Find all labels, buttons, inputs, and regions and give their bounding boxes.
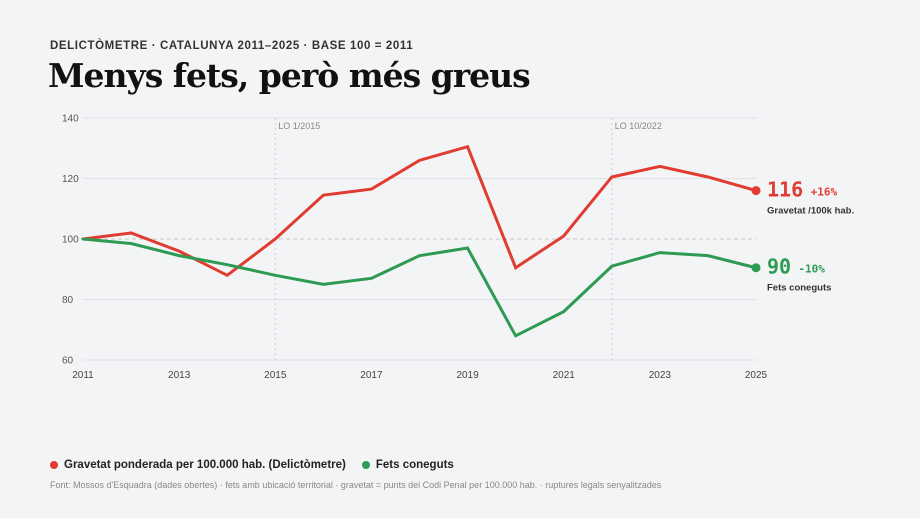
y-tick-label: 100 [62,235,79,246]
legend-label-fets: Fets coneguts [375,459,454,471]
end-change-label: -10% [798,263,825,276]
data-point [514,266,517,269]
legend-dot-red [50,461,58,469]
data-point [562,310,565,313]
data-point [418,254,421,257]
data-point [418,159,421,162]
x-tick-label: 2021 [553,370,576,381]
chart-headline: Menys fets, però més greus [48,56,531,95]
data-point [226,263,229,266]
x-tick-label: 2011 [72,370,94,381]
end-change-label: +16% [811,186,838,199]
data-point [466,145,469,148]
annotation-label: LO 1/2015 [278,121,320,131]
end-series-label: Gravetat /100k hab. [767,206,854,217]
y-tick-label: 80 [62,295,74,306]
data-point [177,254,181,257]
x-tick-label: 2025 [745,370,768,381]
data-point [658,251,662,254]
data-point [129,231,133,235]
end-point [751,186,761,196]
end-labels: 116 +16% Gravetat /100k hab. 90 -10% Fets con… [767,178,854,294]
data-point [274,237,277,241]
data-point [129,242,133,245]
data-point [658,165,662,168]
annotation-label: LO 10/2022 [615,121,662,131]
x-tick-label: 2023 [649,370,672,381]
data-point [322,193,325,197]
legend: Gravetat ponderada per 100.000 hab. (Del… [50,459,454,471]
data-point [177,249,181,253]
data-point [81,237,85,241]
data-point [370,187,373,191]
x-tick-label: 2015 [264,370,287,381]
x-tick-label: 2013 [168,370,191,381]
data-point [466,246,469,250]
legend-dot-green [361,461,370,469]
legend-label-gravetat: Gravetat ponderada per 100.000 hab. (Del… [64,459,346,471]
end-value-label: 116 [767,178,803,202]
y-tick-label: 120 [62,174,79,185]
source-note: Font: Mossos d'Esquadra (dades obertes) … [50,480,662,490]
chart-eyebrow: DELICTÒMETRE · CATALUNYA 2011–2025 · BAS… [50,40,414,52]
legend-item-fets: Fets coneguts [361,459,454,471]
data-point [514,334,517,337]
legend-item-gravetat: Gravetat ponderada per 100.000 hab. (Del… [50,459,346,471]
end-value-label: 90 [767,255,791,279]
x-tick-label: 2017 [360,370,383,381]
series-lines [81,144,761,338]
x-tick-label: 2019 [456,370,479,381]
data-point [322,283,325,286]
data-point [274,274,277,277]
y-tick-label: 140 [62,114,79,125]
axis-labels: 60 80 100 120 140 2011 2013 2015 2017 2019 2021 202… [62,114,768,382]
data-point [226,274,229,277]
grid-lines [83,117,756,361]
y-tick-label: 60 [62,356,74,367]
data-point [706,175,710,179]
data-point [706,254,710,257]
data-point [610,175,613,179]
data-point [370,277,373,280]
end-series-label: Fets coneguts [767,283,831,294]
data-point [610,265,613,268]
data-point [562,234,565,238]
end-point [751,263,761,273]
